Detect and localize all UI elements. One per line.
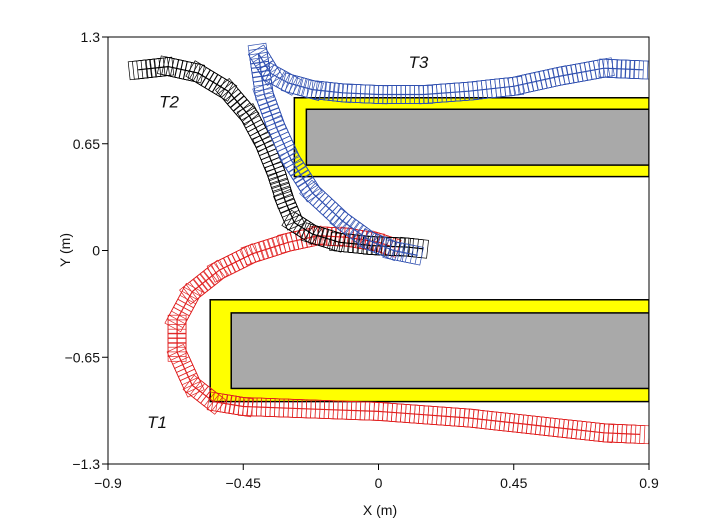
footprint-t3 [247, 44, 274, 71]
footprint-t3 [277, 143, 302, 169]
footprint-t1 [238, 397, 258, 417]
upper-obstacle-inner [305, 108, 649, 166]
y-tick-label: −1.3 [72, 456, 100, 472]
x-tick-label: −0.45 [226, 475, 262, 491]
footprint-t1 [166, 344, 192, 369]
series-t2 [127, 55, 429, 259]
footprint-t3 [306, 79, 328, 101]
footprint-t3 [377, 236, 402, 262]
x-tick-label: 0.45 [500, 475, 527, 491]
x-axis-title: X (m) [363, 502, 397, 518]
x-tick-label: 0.9 [639, 475, 659, 491]
axis-ticks: −0.9 −0.45 0 0.45 0.9 1.3 0.65 0 −0.65 −1.3 [65, 29, 659, 491]
series-layer [127, 42, 649, 445]
series-label-t3: T3 [409, 53, 429, 72]
y-tick-label: 0 [92, 243, 100, 259]
footprint-t2 [295, 218, 322, 245]
y-tick-label: 0.65 [73, 136, 100, 152]
footprint-t3 [401, 243, 424, 266]
x-tick-label: 0 [375, 475, 383, 491]
footprint-t1 [182, 374, 209, 402]
footprint-t2 [408, 237, 429, 259]
series-label-t2: T2 [159, 93, 179, 112]
obstacles-layer [209, 97, 649, 403]
footprint-t1 [167, 314, 187, 334]
y-axis-title: Y (m) [57, 233, 73, 267]
footprint-t2 [211, 76, 238, 102]
footprint-t3 [325, 204, 353, 232]
lower-obstacle-inner [230, 312, 649, 390]
series-label-t1: T1 [147, 413, 167, 432]
x-tick-label: −0.9 [94, 475, 122, 491]
series-t3 [247, 42, 649, 266]
footprint-t2 [323, 229, 347, 253]
y-tick-label: −0.65 [65, 349, 101, 365]
footprint-t1 [235, 243, 261, 269]
y-tick-label: 1.3 [81, 29, 101, 45]
footprint-t3 [280, 72, 304, 96]
